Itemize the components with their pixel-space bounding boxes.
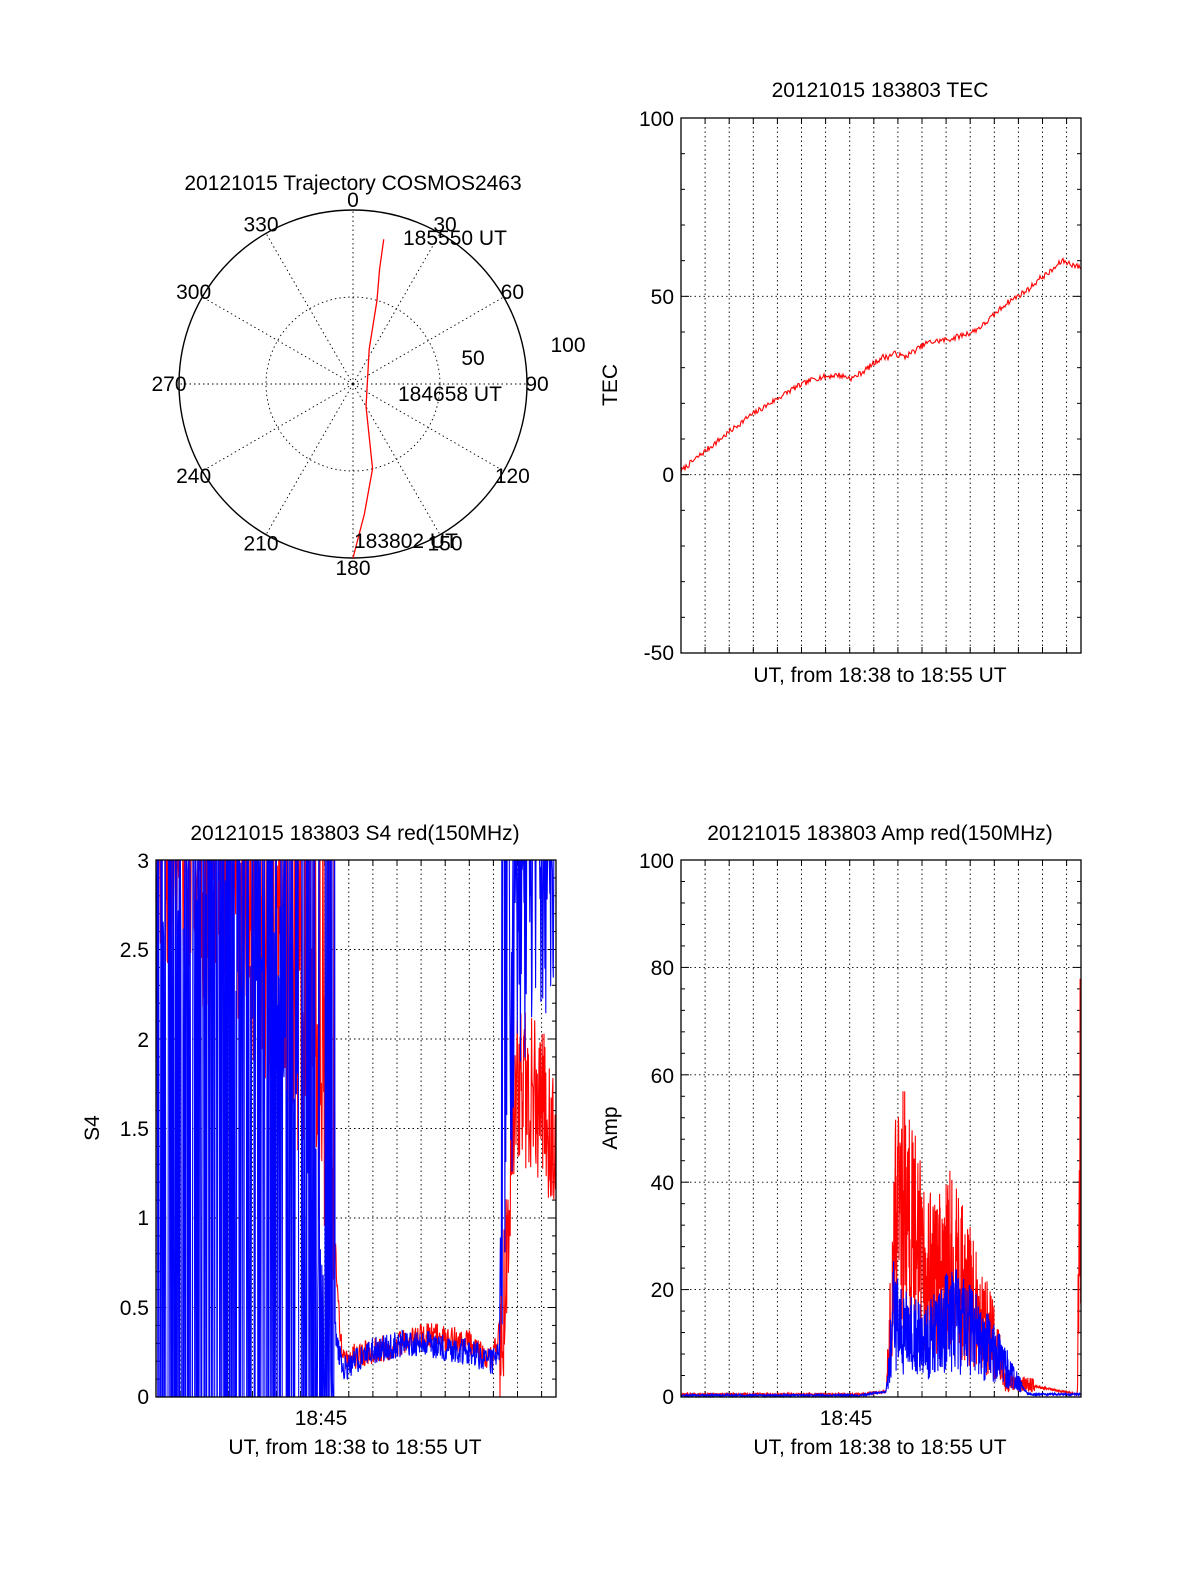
angle-label-0: 0 bbox=[347, 189, 359, 212]
polar-spoke-30 bbox=[352, 233, 441, 385]
s4-ytick-2: 2 bbox=[137, 1029, 149, 1052]
amp-xlabel: UT, from 18:38 to 18:55 UT bbox=[753, 1436, 1006, 1459]
s4-ytick-0: 0 bbox=[137, 1386, 149, 1409]
tec-title: 20121015 183803 TEC bbox=[772, 79, 989, 102]
s4-ytick-1.5: 1.5 bbox=[120, 1118, 149, 1141]
s4-chart: 20121015 183803 S4 red(150MHz) 3 2.5 2 1… bbox=[81, 822, 557, 1459]
polar-spoke-60 bbox=[352, 296, 504, 385]
tec-ytick-50: 50 bbox=[651, 286, 674, 309]
trajectory-annotation-mid: 184658 UT bbox=[398, 383, 502, 406]
angle-label-30: 30 bbox=[433, 214, 456, 237]
s4-ytick-3: 3 bbox=[137, 850, 149, 873]
amp-xtick-1845: 18:45 bbox=[820, 1407, 873, 1430]
angle-label-60: 60 bbox=[501, 281, 524, 304]
s4-ytick-0.5: 0.5 bbox=[120, 1297, 149, 1320]
tec-ytick-0: 0 bbox=[662, 464, 674, 487]
s4-ytick-1: 1 bbox=[137, 1207, 149, 1230]
radial-label-100: 100 bbox=[550, 334, 585, 357]
amp-line-blue bbox=[680, 1260, 1082, 1399]
amp-ytick-40: 40 bbox=[651, 1172, 674, 1195]
angle-label-300: 300 bbox=[176, 281, 211, 304]
polar-spoke-150 bbox=[352, 383, 441, 535]
angle-label-330: 330 bbox=[243, 214, 278, 237]
s4-ylabel: S4 bbox=[81, 1115, 104, 1141]
s4-frame bbox=[155, 859, 557, 1398]
amp-chart: 20121015 183803 Amp red(150MHz) 100 80 6… bbox=[599, 822, 1082, 1459]
angle-label-120: 120 bbox=[495, 465, 530, 488]
tec-xlabel: UT, from 18:38 to 18:55 UT bbox=[753, 664, 1006, 687]
tec-ticks bbox=[680, 117, 1081, 654]
trajectory-chart: 20121015 Trajectory COSMOS2463 0 30 60 90 12… bbox=[151, 172, 585, 580]
amp-ytick-60: 60 bbox=[651, 1065, 674, 1088]
polar-spoke-210 bbox=[265, 383, 354, 535]
amp-grid bbox=[681, 860, 1081, 1397]
amp-ticks bbox=[680, 859, 1081, 1398]
angle-label-90: 90 bbox=[525, 373, 548, 396]
amp-series bbox=[680, 978, 1082, 1399]
polar-spoke-300 bbox=[202, 296, 354, 385]
trajectory-series bbox=[352, 239, 385, 559]
tec-series bbox=[680, 257, 1082, 473]
polar-spoke-240 bbox=[202, 383, 354, 472]
trajectory-title: 20121015 Trajectory COSMOS2463 bbox=[184, 172, 521, 195]
angle-label-150: 150 bbox=[427, 532, 462, 555]
trajectory-annotation-start: 183802 UT bbox=[354, 530, 458, 553]
polar-spoke-330 bbox=[265, 233, 354, 385]
trajectory-annotation-end: 185550 UT bbox=[403, 227, 507, 250]
angle-label-240: 240 bbox=[176, 465, 211, 488]
polar-grid bbox=[178, 209, 528, 559]
angle-label-270: 270 bbox=[151, 373, 186, 396]
s4-grid bbox=[156, 860, 556, 1397]
amp-ytick-100: 100 bbox=[639, 850, 674, 873]
polar-spoke-120 bbox=[352, 383, 504, 472]
tec-chart: 20121015 183803 TEC 100 50 0 -50 TEC UT,… bbox=[599, 79, 1082, 687]
angle-label-180: 180 bbox=[335, 557, 370, 580]
amp-ytick-80: 80 bbox=[651, 957, 674, 980]
tec-grid bbox=[681, 118, 1081, 653]
amp-line-red bbox=[680, 978, 1082, 1398]
trajectory-line bbox=[352, 239, 385, 559]
s4-xlabel: UT, from 18:38 to 18:55 UT bbox=[228, 1436, 481, 1459]
radial-label-50: 50 bbox=[461, 347, 484, 370]
amp-title: 20121015 183803 Amp red(150MHz) bbox=[707, 822, 1053, 845]
s4-xtick-1845: 18:45 bbox=[295, 1407, 348, 1430]
angle-label-210: 210 bbox=[243, 532, 278, 555]
tec-frame bbox=[680, 117, 1082, 654]
tec-ytick-minus50: -50 bbox=[644, 642, 674, 665]
amp-ylabel: Amp bbox=[599, 1106, 622, 1149]
tec-ylabel: TEC bbox=[599, 364, 622, 406]
polar-angle-labels: 0 30 60 90 120 150 180 210 240 270 300 330 bbox=[151, 189, 548, 580]
tec-ytick-100: 100 bbox=[639, 108, 674, 131]
amp-ytick-0: 0 bbox=[662, 1386, 674, 1409]
s4-title: 20121015 183803 S4 red(150MHz) bbox=[190, 822, 519, 845]
amp-frame bbox=[680, 859, 1082, 1398]
amp-ytick-20: 20 bbox=[651, 1279, 674, 1302]
s4-ytick-2.5: 2.5 bbox=[120, 939, 149, 962]
tec-line bbox=[680, 257, 1082, 473]
